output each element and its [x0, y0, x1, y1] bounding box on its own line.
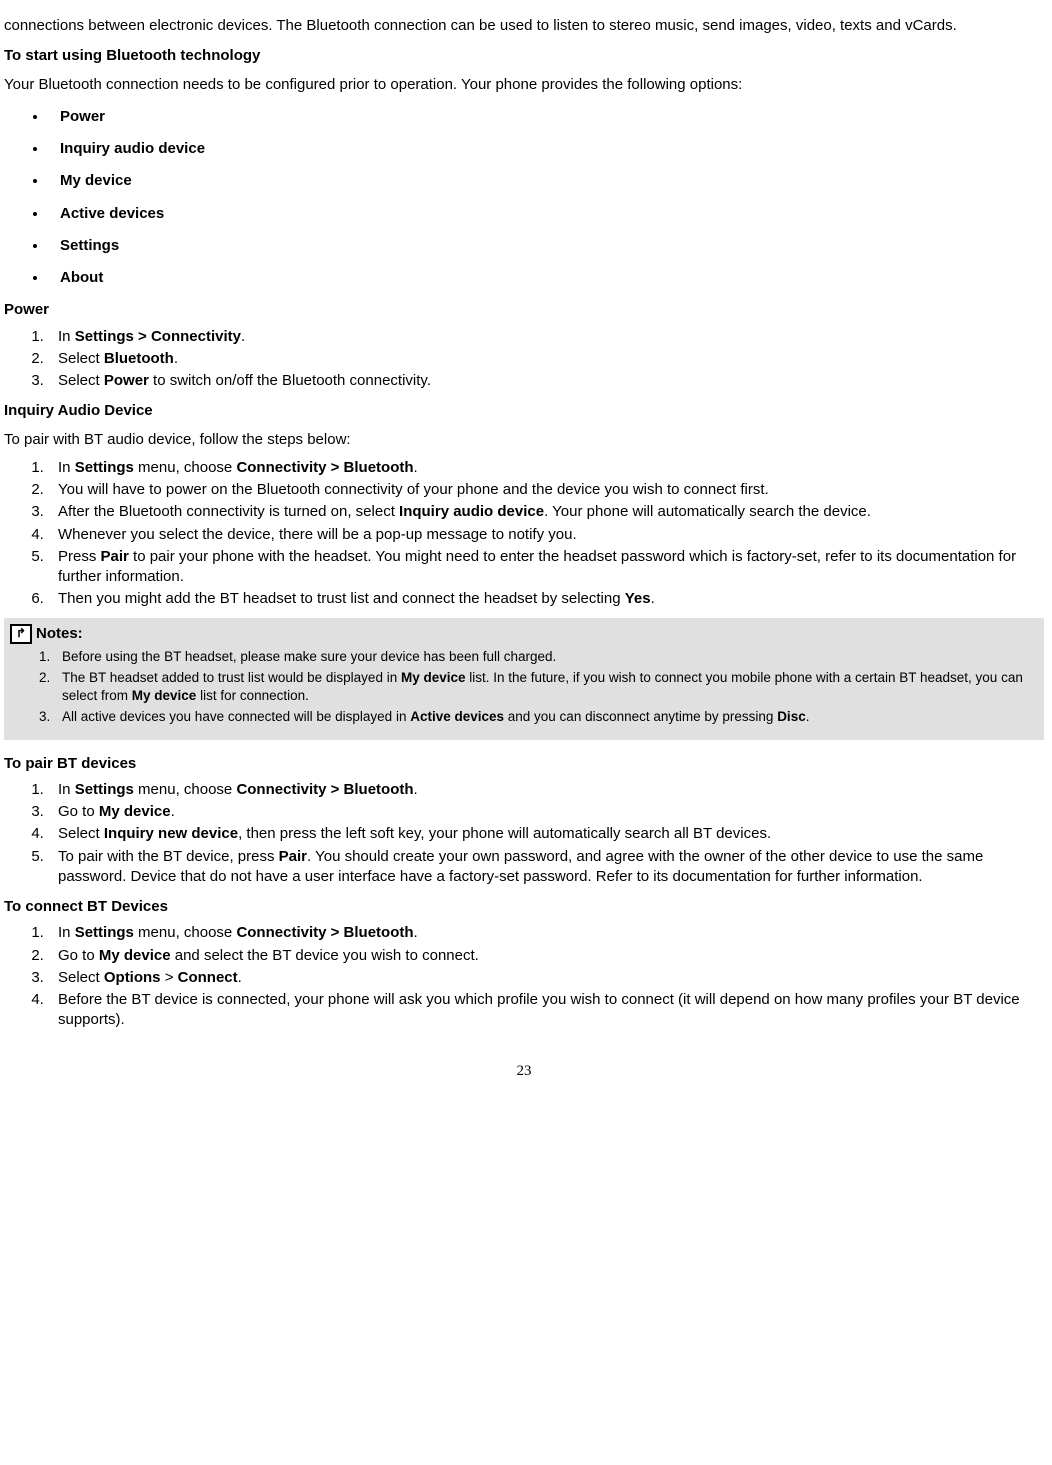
option-inquiry: Inquiry audio device	[48, 139, 1044, 159]
heading-power: Power	[4, 300, 1044, 320]
connect-step-3: Select Options > Connect.	[48, 968, 1044, 988]
power-step-1: In Settings > Connectivity.	[48, 327, 1044, 347]
heading-connect: To connect BT Devices	[4, 897, 1044, 917]
inquiry-step-3: After the Bluetooth connectivity is turn…	[48, 502, 1044, 522]
start-description: Your Bluetooth connection needs to be co…	[4, 75, 1044, 95]
connect-steps: In Settings menu, choose Connectivity > …	[48, 923, 1044, 1030]
inquiry-step-2: You will have to power on the Bluetooth …	[48, 480, 1044, 500]
page-number: 23	[4, 1061, 1044, 1081]
heading-inquiry: Inquiry Audio Device	[4, 401, 1044, 421]
heading-start-bluetooth: To start using Bluetooth technology	[4, 46, 1044, 66]
power-step-3: Select Power to switch on/off the Blueto…	[48, 371, 1044, 391]
arrow-icon: ↱	[10, 624, 32, 644]
connect-step-2: Go to My device and select the BT device…	[48, 946, 1044, 966]
notes-list: Before using the BT headset, please make…	[54, 648, 1038, 727]
note-2: The BT headset added to trust list would…	[54, 669, 1038, 705]
pair-steps: In Settings menu, choose Connectivity > …	[48, 780, 1044, 887]
option-about: About	[48, 268, 1044, 288]
pair-step-5: To pair with the BT device, press Pair. …	[48, 847, 1044, 888]
note-1: Before using the BT headset, please make…	[54, 648, 1038, 666]
inquiry-steps: In Settings menu, choose Connectivity > …	[48, 458, 1044, 610]
inquiry-step-6: Then you might add the BT headset to tru…	[48, 589, 1044, 609]
pair-step-1: In Settings menu, choose Connectivity > …	[48, 780, 1044, 800]
option-power: Power	[48, 107, 1044, 127]
options-list: Power Inquiry audio device My device Act…	[48, 107, 1044, 289]
heading-pair: To pair BT devices	[4, 754, 1044, 774]
power-steps: In Settings > Connectivity. Select Bluet…	[48, 327, 1044, 392]
power-step-2: Select Bluetooth.	[48, 349, 1044, 369]
inquiry-step-5: Press Pair to pair your phone with the h…	[48, 547, 1044, 588]
connect-step-4: Before the BT device is connected, your …	[48, 990, 1044, 1031]
option-active-devices: Active devices	[48, 204, 1044, 224]
note-3: All active devices you have connected wi…	[54, 708, 1038, 726]
pair-step-4: Select Inquiry new device, then press th…	[48, 824, 1044, 844]
inquiry-step-4: Whenever you select the device, there wi…	[48, 525, 1044, 545]
pair-step-3: Go to My device.	[48, 802, 1044, 822]
option-settings: Settings	[48, 236, 1044, 256]
inquiry-step-1: In Settings menu, choose Connectivity > …	[48, 458, 1044, 478]
option-my-device: My device	[48, 171, 1044, 191]
notes-callout: ↱ Notes: Before using the BT headset, pl…	[4, 618, 1044, 740]
inquiry-description: To pair with BT audio device, follow the…	[4, 430, 1044, 450]
connect-step-1: In Settings menu, choose Connectivity > …	[48, 923, 1044, 943]
notes-label: Notes:	[36, 624, 83, 644]
intro-text: connections between electronic devices. …	[4, 16, 1044, 36]
